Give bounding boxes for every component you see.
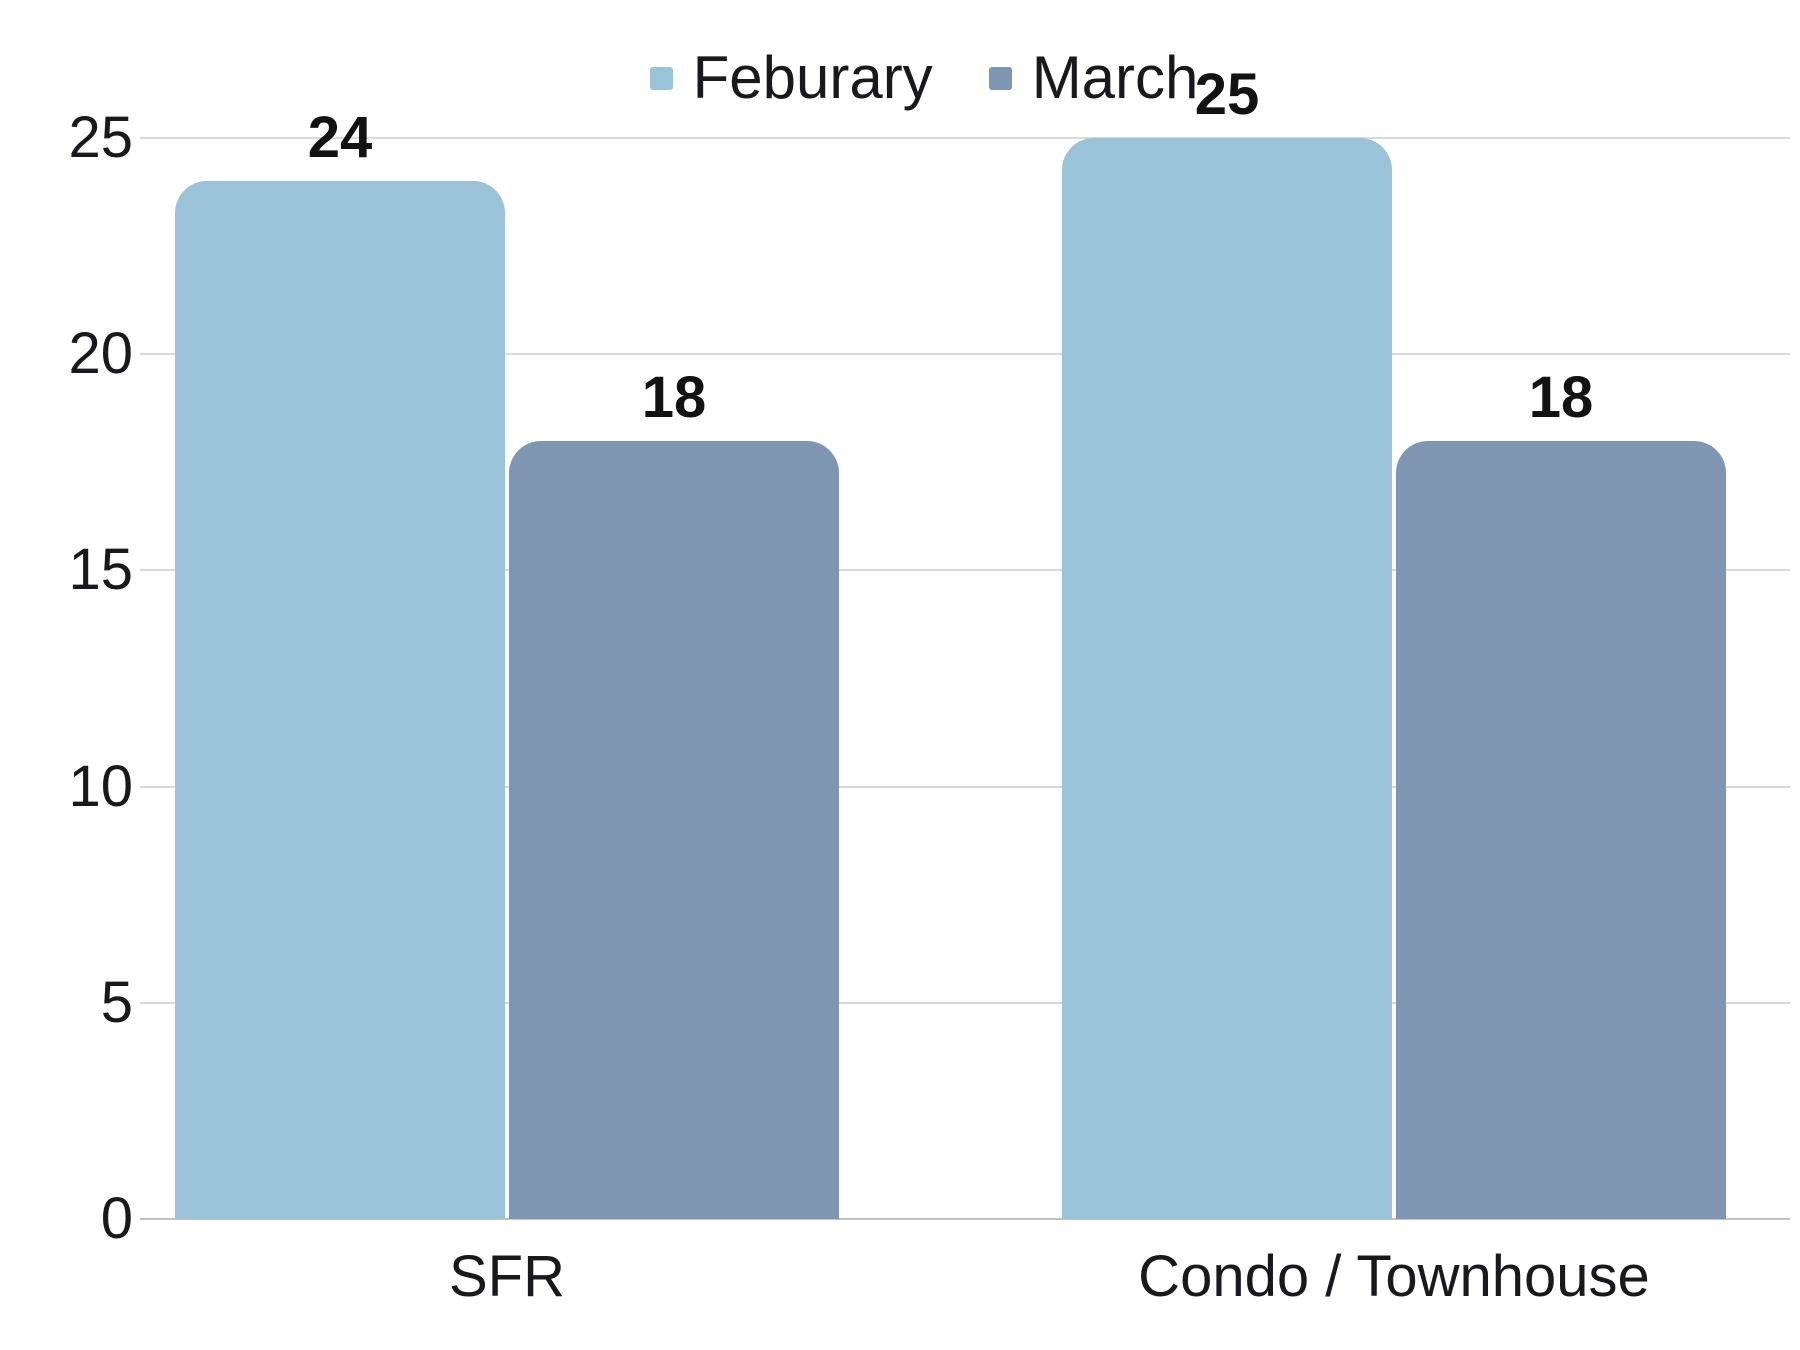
y-axis-tick-label: 20: [68, 321, 133, 387]
bar-march-1: [1396, 440, 1726, 1219]
gridline: [140, 785, 1790, 788]
y-axis-tick-label: 5: [100, 969, 133, 1035]
x-axis-category-label: SFR: [449, 1244, 565, 1309]
legend-label: March: [1031, 44, 1199, 111]
chart-legend: Feburary March: [24, 40, 1800, 116]
gridline: [140, 353, 1790, 356]
gridline: [140, 137, 1790, 139]
x-axis-category-label: Condo / Townhouse: [1138, 1244, 1650, 1309]
bar-value-label: 18: [1528, 364, 1594, 430]
gridline: [140, 1001, 1790, 1004]
y-axis-tick-label: 15: [68, 537, 133, 603]
bar-value-label: 24: [307, 105, 373, 171]
bar-value-label: 25: [1194, 62, 1260, 127]
gridline: [140, 569, 1790, 572]
bar-feburary-0: [175, 181, 505, 1219]
x-axis-line: [140, 1218, 1790, 1220]
y-axis-tick-label: 25: [68, 105, 133, 170]
legend-swatch-icon: [988, 66, 1012, 90]
bar-feburary-1: [1062, 138, 1392, 1219]
legend-item: Feburary: [649, 44, 933, 111]
bar-march-0: [509, 440, 839, 1219]
legend-label: Feburary: [692, 44, 933, 111]
y-axis-tick-label: 0: [100, 1186, 133, 1251]
legend-item: March: [988, 44, 1199, 111]
legend-swatch-icon: [649, 66, 673, 90]
y-axis-tick-label: 10: [68, 753, 133, 819]
bar-value-label: 18: [641, 364, 707, 430]
